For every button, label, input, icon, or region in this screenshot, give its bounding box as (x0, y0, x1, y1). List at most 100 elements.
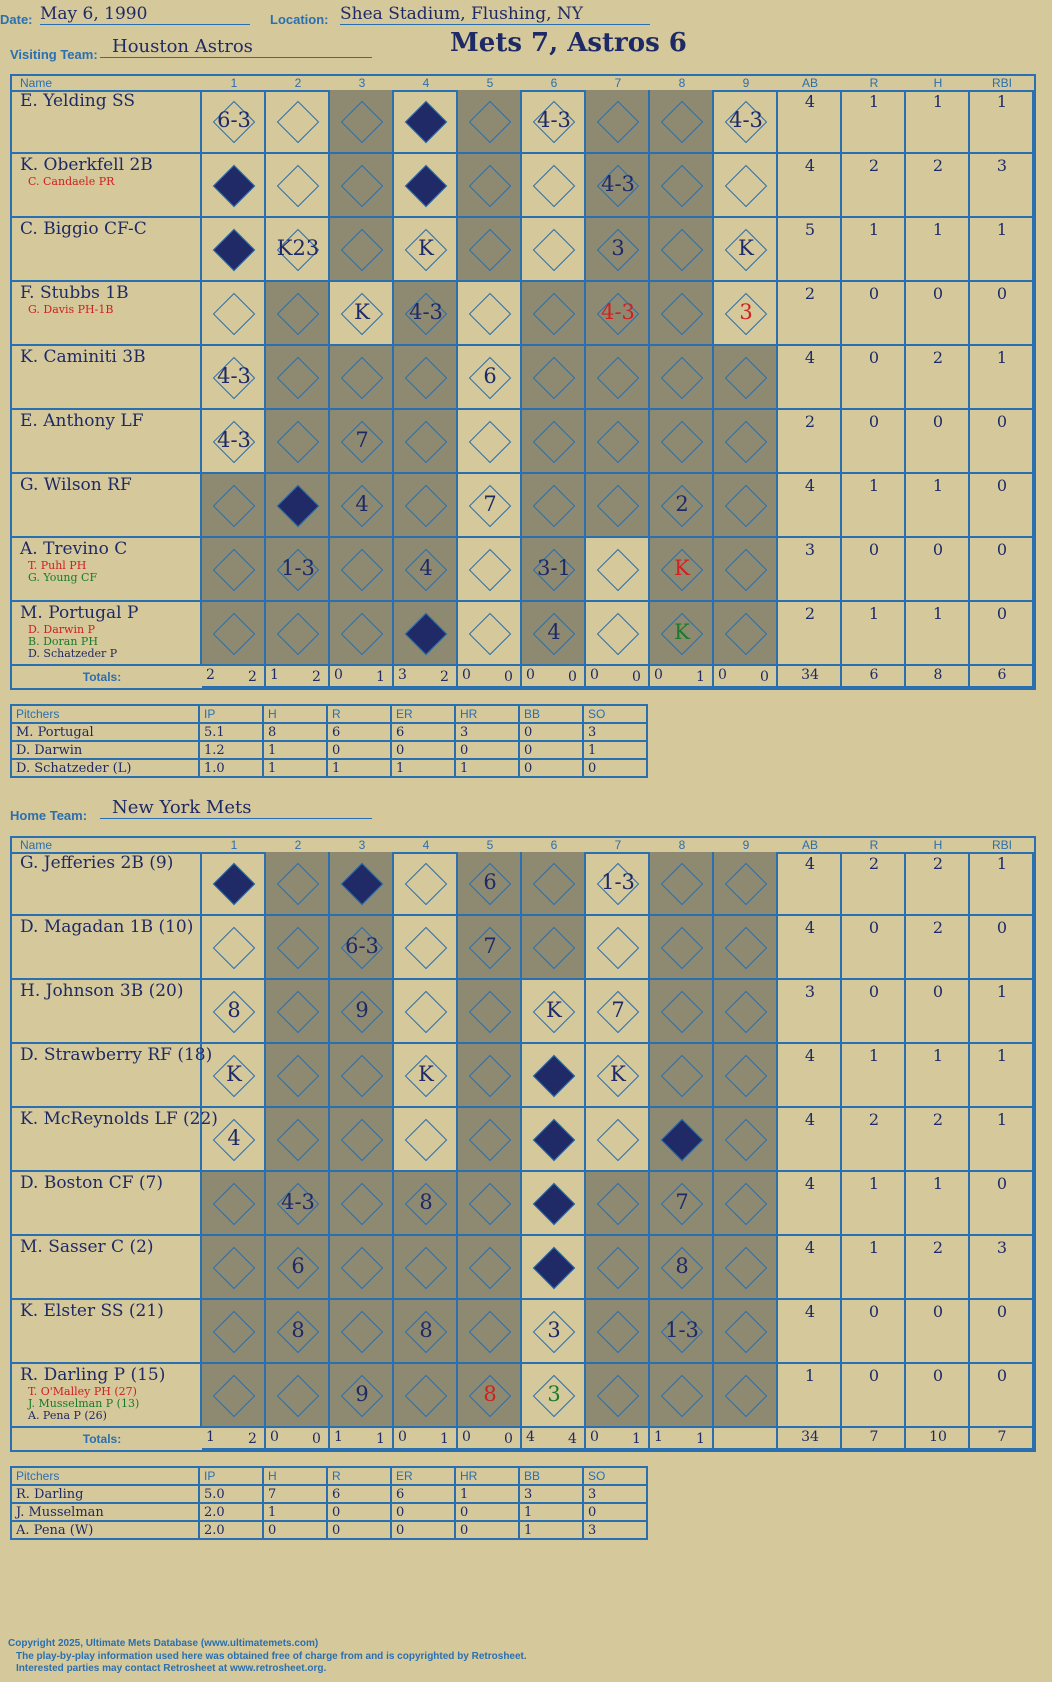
pitching-stat: 0 (454, 1520, 520, 1540)
at-bat-cell (458, 1172, 522, 1236)
at-bat-cell (394, 538, 458, 602)
stat-cell (842, 1044, 906, 1108)
player-stat: 1 (996, 1110, 1008, 1129)
stat-cell (906, 1364, 970, 1428)
inning-runs: 3 (398, 667, 407, 683)
pitching-stat: 3 (582, 1484, 648, 1504)
at-bat-cell (202, 218, 266, 282)
player-stat: 0 (868, 540, 880, 559)
at-bat-cell (266, 980, 330, 1044)
team-total: 10 (929, 1429, 947, 1445)
player-stat: 1 (996, 982, 1008, 1001)
at-bat-cell (394, 1236, 458, 1300)
player-stat: 1 (932, 1046, 944, 1065)
at-bat-cell (522, 474, 586, 538)
at-bat-cell (522, 538, 586, 602)
at-bat-cell (330, 1300, 394, 1364)
stat-cell (842, 602, 906, 666)
at-bat-cell (522, 1172, 586, 1236)
at-bat-cell (522, 1108, 586, 1172)
substitute-name: G. Davis PH-1B (28, 303, 114, 316)
play-notation: K (226, 1062, 242, 1086)
at-bat-cell (650, 154, 714, 218)
play-notation: 3 (611, 236, 625, 260)
player-name: D. Strawberry RF (18) (20, 1045, 213, 1065)
substitute-name: D. Schatzeder P (28, 647, 118, 660)
at-bat-cell (458, 1108, 522, 1172)
at-bat-cell (714, 980, 778, 1044)
player-stat: 0 (996, 1174, 1008, 1193)
stat-cell (970, 154, 1034, 218)
pitching-stat: 1 (262, 1502, 328, 1522)
stat-cell (970, 218, 1034, 282)
pitching-stat: 6 (390, 1484, 456, 1504)
player-stat: 3 (804, 540, 816, 559)
substitute-name: T. Puhl PH (28, 559, 87, 572)
at-bat-cell (650, 346, 714, 410)
at-bat-cell (394, 916, 458, 980)
at-bat-cell (458, 916, 522, 980)
play-notation: 4 (355, 492, 369, 516)
pitching-header: H (262, 1466, 328, 1486)
pitcher-name: D. Schatzeder (L) (10, 758, 200, 778)
stat-cell (778, 282, 842, 346)
play-notation: K (418, 236, 434, 260)
play-notation: K (674, 556, 690, 580)
at-bat-cell (330, 282, 394, 346)
stat-cell (906, 1300, 970, 1364)
stat-cell (842, 218, 906, 282)
pitching-stat: 0 (326, 1520, 392, 1540)
at-bat-cell (586, 1364, 650, 1428)
at-bat-cell (330, 1364, 394, 1428)
player-stat: 0 (868, 412, 880, 431)
at-bat-cell (458, 346, 522, 410)
pitcher-name: M. Portugal (10, 722, 200, 742)
at-bat-cell (202, 90, 266, 154)
stat-cell (778, 1172, 842, 1236)
pitching-stat: 1 (518, 1520, 584, 1540)
player-stat: 2 (932, 348, 944, 367)
pitching-stat: 1 (518, 1502, 584, 1522)
at-bat-cell (714, 538, 778, 602)
inning-runs: 0 (526, 667, 535, 683)
player-name: K. Caminiti 3B (20, 347, 146, 367)
pitching-stat: 6 (390, 722, 456, 742)
at-bat-cell (202, 1364, 266, 1428)
play-notation: 3 (547, 1318, 561, 1342)
stat-cell (842, 538, 906, 602)
at-bat-cell (266, 1044, 330, 1108)
player-name: E. Anthony LF (20, 411, 144, 431)
stat-cell (970, 980, 1034, 1044)
inning-hits: 1 (632, 1431, 641, 1447)
pitching-stat: 0 (390, 1520, 456, 1540)
at-bat-cell (714, 282, 778, 346)
play-notation: 8 (227, 998, 241, 1022)
at-bat-cell (714, 852, 778, 916)
at-bat-cell (330, 474, 394, 538)
pitching-header: SO (582, 1466, 648, 1486)
stat-cell (970, 474, 1034, 538)
at-bat-cell (330, 1172, 394, 1236)
at-bat-cell (394, 1172, 458, 1236)
totals-label: Totals: (82, 670, 122, 684)
total-stat-cell (842, 1428, 906, 1450)
pitching-header: Pitchers (10, 704, 200, 724)
player-stat: 3 (804, 982, 816, 1001)
at-bat-cell (650, 980, 714, 1044)
at-bat-cell (650, 1236, 714, 1300)
inning-hits: 1 (696, 1431, 705, 1447)
stat-cell (970, 282, 1034, 346)
stat-cell (970, 1300, 1034, 1364)
stat-cell (778, 852, 842, 916)
play-notation: 6 (483, 870, 497, 894)
player-stat: 4 (804, 1174, 816, 1193)
at-bat-cell (714, 602, 778, 666)
player-stat: 4 (804, 918, 816, 937)
inning-header-9: 9 (742, 838, 750, 852)
visiting-team-name: Houston Astros (100, 36, 372, 58)
stat-cell (906, 538, 970, 602)
play-notation: 7 (611, 998, 625, 1022)
player-name: G. Wilson RF (20, 475, 132, 495)
team-total: 6 (869, 667, 879, 683)
stat-cell (906, 90, 970, 154)
